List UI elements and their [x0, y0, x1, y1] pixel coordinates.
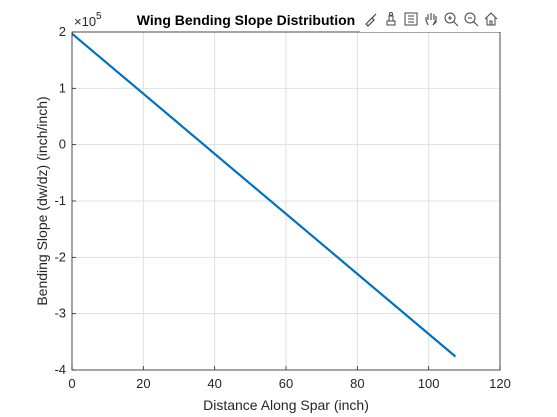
- y-tick-label: -2: [54, 249, 66, 264]
- y-tick-label: 1: [59, 80, 66, 95]
- y-tick-label: 0: [59, 137, 66, 152]
- x-tick-label: 0: [68, 376, 75, 391]
- data-tip-icon[interactable]: [382, 8, 400, 30]
- y-ticks: -4 -3 -2 -1 0 1 2: [54, 24, 76, 377]
- y-tick-label: -3: [54, 306, 66, 321]
- x-tick-label: 40: [207, 376, 221, 391]
- zoom-in-icon[interactable]: [442, 8, 460, 30]
- brush-icon[interactable]: [362, 8, 380, 30]
- x-ticks: 0 20 40 60 80 100 120: [68, 366, 511, 391]
- x-tick-label: 120: [489, 376, 511, 391]
- series-line: [71, 32, 457, 358]
- y-tick-label: -1: [54, 193, 66, 208]
- y-exponent-label: ×10: [74, 14, 96, 29]
- y-tick-label: 2: [59, 24, 66, 39]
- series-group: [71, 32, 457, 358]
- legend-icon[interactable]: [402, 8, 420, 30]
- x-tick-label: 80: [350, 376, 364, 391]
- chart-title: Wing Bending Slope Distribution: [137, 12, 355, 28]
- y-axis-label: Bending Slope (dw/dz) (inch/inch): [34, 96, 50, 305]
- y-tick-label: -4: [54, 362, 66, 377]
- pan-icon[interactable]: [422, 8, 440, 30]
- zoom-out-icon[interactable]: [462, 8, 480, 30]
- axes-toolbar: [360, 6, 502, 32]
- x-tick-label: 60: [279, 376, 293, 391]
- y-exponent-power: 5: [96, 11, 102, 22]
- x-tick-label: 20: [136, 376, 150, 391]
- x-axis-label: Distance Along Spar (inch): [203, 397, 369, 413]
- home-icon[interactable]: [482, 8, 500, 30]
- x-tick-label: 100: [418, 376, 440, 391]
